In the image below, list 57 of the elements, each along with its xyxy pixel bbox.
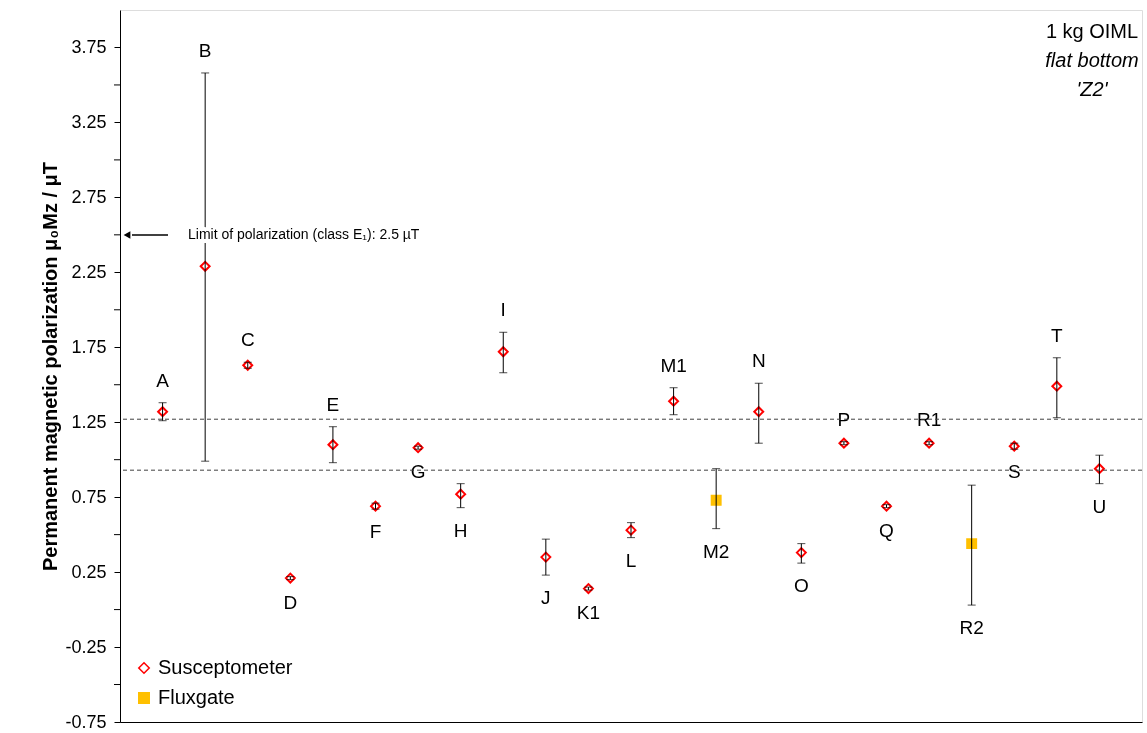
- x-tick-label: S: [1007, 461, 1021, 483]
- point: [838, 437, 850, 449]
- point: [540, 551, 552, 563]
- x-tick-label: I: [500, 299, 506, 321]
- y-axis-title: Permanent magnetic polarization μ₀Mz / μT: [39, 161, 62, 572]
- point: [327, 439, 339, 451]
- x-tick-label: A: [156, 369, 170, 391]
- x-tick-label: M2: [702, 540, 730, 562]
- y-tick-label: 2.75: [71, 186, 107, 207]
- x-tick-label: P: [837, 408, 851, 430]
- x-tick-label: D: [283, 591, 298, 613]
- y-tick-label: 2.25: [71, 261, 107, 282]
- point: [497, 346, 509, 358]
- x-tick-label: T: [1051, 324, 1064, 346]
- point: [199, 260, 211, 272]
- point: [1093, 463, 1105, 475]
- x-tick-label: B: [198, 39, 212, 61]
- x-tick-label: U: [1092, 495, 1107, 517]
- x-tick-label: F: [369, 521, 382, 543]
- point: [412, 442, 424, 454]
- point: [795, 547, 807, 559]
- y-tick-label: 3.75: [71, 36, 107, 57]
- legend-label: Fluxgate: [158, 686, 235, 708]
- x-tick-label: C: [240, 329, 255, 351]
- x-tick-label: L: [625, 549, 637, 571]
- y-tick-label: 1.75: [71, 336, 107, 357]
- point: [668, 395, 680, 407]
- point: [1051, 380, 1063, 392]
- x-tick-label: G: [410, 461, 426, 483]
- point: [881, 500, 892, 512]
- point: [582, 583, 594, 595]
- x-tick-label: Q: [879, 519, 894, 541]
- x-tick-label: O: [793, 575, 809, 597]
- point: [284, 572, 296, 584]
- x-tick-label: E: [326, 393, 340, 415]
- point: [455, 488, 467, 500]
- y-tick-label: 3.25: [71, 111, 107, 132]
- x-tick-label: M1: [660, 354, 687, 376]
- y-tick-label: -0.75: [65, 711, 107, 732]
- annotation: 'Z2': [1076, 78, 1109, 100]
- point: [625, 524, 637, 536]
- x-tick-label: R2: [959, 617, 984, 639]
- y-tick-label: 0.75: [71, 486, 107, 507]
- legend-label: Susceptometer: [158, 656, 293, 678]
- x-tick-label: K1: [576, 602, 601, 624]
- x-tick-label: J: [541, 587, 551, 609]
- annotation: flat bottom: [1045, 49, 1139, 71]
- x-tick-label: R1: [916, 408, 942, 430]
- y-tick-label: -0.25: [65, 636, 107, 657]
- y-tick-label: 1.25: [71, 411, 107, 432]
- annotation: 1 kg OIML: [1045, 20, 1139, 42]
- x-tick-label: N: [751, 350, 766, 372]
- point: [753, 406, 765, 418]
- x-tick-label: H: [453, 519, 468, 541]
- point: [157, 406, 169, 418]
- y-tick-label: 0.25: [71, 561, 107, 582]
- point: [923, 437, 935, 449]
